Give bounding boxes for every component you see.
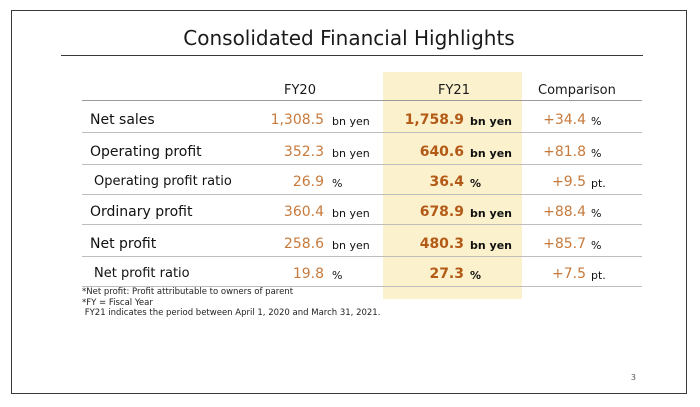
- page-number: 3: [630, 373, 636, 382]
- footnote-fy21-period: FY21 indicates the period between April …: [82, 308, 381, 318]
- operating-profit-fy20-value: 352.3: [283, 144, 324, 160]
- row-divider: [82, 256, 642, 257]
- net-profit-fy20-unit: bn yen: [332, 239, 370, 252]
- row-label-ordinary-profit: Ordinary profit: [90, 204, 193, 220]
- row-label-net-sales: Net sales: [90, 112, 155, 128]
- footnote-fy: *FY = Fiscal Year: [82, 297, 153, 308]
- header-divider: [82, 100, 642, 101]
- column-header-comparison: Comparison: [538, 83, 616, 98]
- ordinary-profit-fy20-unit: bn yen: [332, 207, 370, 220]
- operating-profit-ratio-comparison-unit: pt.: [591, 177, 606, 190]
- row-label-net-profit: Net profit: [90, 236, 157, 252]
- row-divider: [82, 286, 642, 287]
- row-divider: [82, 194, 642, 195]
- ordinary-profit-fy21-unit: bn yen: [470, 207, 512, 220]
- net-sales-fy20-value: 1,308.5: [270, 112, 324, 128]
- row-divider: [82, 224, 642, 225]
- row-label-net-profit-ratio: Net profit ratio: [94, 266, 190, 281]
- row-divider: [82, 164, 642, 165]
- ordinary-profit-fy21-value: 678.9: [419, 204, 464, 220]
- operating-profit-fy21-value: 640.6: [419, 144, 464, 160]
- row-label-operating-profit-ratio: Operating profit ratio: [94, 174, 232, 189]
- fy21-column-highlight: [383, 72, 522, 299]
- net-profit-ratio-comparison-unit: pt.: [591, 269, 606, 282]
- net-profit-fy21-value: 480.3: [419, 236, 464, 252]
- row-label-operating-profit: Operating profit: [90, 144, 202, 160]
- net-profit-ratio-comparison-value: +7.5: [552, 266, 586, 282]
- operating-profit-fy21-unit: bn yen: [470, 147, 512, 160]
- ordinary-profit-comparison-unit: %: [591, 207, 602, 220]
- title-divider: [61, 55, 643, 56]
- ordinary-profit-comparison-value: +88.4: [543, 204, 586, 220]
- net-profit-ratio-fy20-unit: %: [332, 269, 343, 282]
- footnotes: *Net profit: Profit attributable to owne…: [82, 287, 380, 319]
- net-sales-comparison-unit: %: [591, 115, 602, 128]
- column-header-fy21: FY21: [438, 83, 470, 98]
- ordinary-profit-fy20-value: 360.4: [283, 204, 324, 220]
- operating-profit-comparison-value: +81.8: [543, 144, 586, 160]
- page-title: Consolidated Financial Highlights: [183, 26, 515, 50]
- net-profit-comparison-unit: %: [591, 239, 602, 252]
- column-header-fy20: FY20: [284, 83, 316, 98]
- operating-profit-ratio-fy21-value: 36.4: [429, 174, 464, 190]
- net-profit-ratio-fy21-value: 27.3: [429, 266, 464, 282]
- net-sales-fy20-unit: bn yen: [332, 115, 370, 128]
- net-sales-fy21-value: 1,758.9: [404, 112, 464, 128]
- net-profit-ratio-fy21-unit: %: [470, 269, 482, 282]
- slide: Consolidated Financial Highlights FY20 F…: [11, 10, 687, 394]
- footnote-net-profit: *Net profit: Profit attributable to owne…: [82, 287, 294, 297]
- row-divider: [82, 132, 642, 133]
- net-profit-fy20-value: 258.6: [283, 236, 324, 252]
- net-sales-fy21-unit: bn yen: [470, 115, 512, 128]
- operating-profit-ratio-comparison-value: +9.5: [552, 174, 586, 190]
- operating-profit-fy20-unit: bn yen: [332, 147, 370, 160]
- operating-profit-ratio-fy20-unit: %: [332, 177, 343, 190]
- net-profit-comparison-value: +85.7: [543, 236, 586, 252]
- operating-profit-comparison-unit: %: [591, 147, 602, 160]
- net-sales-comparison-value: +34.4: [543, 112, 586, 128]
- operating-profit-ratio-fy21-unit: %: [470, 177, 482, 190]
- net-profit-ratio-fy20-value: 19.8: [292, 266, 324, 282]
- net-profit-fy21-unit: bn yen: [470, 239, 512, 252]
- operating-profit-ratio-fy20-value: 26.9: [292, 174, 324, 190]
